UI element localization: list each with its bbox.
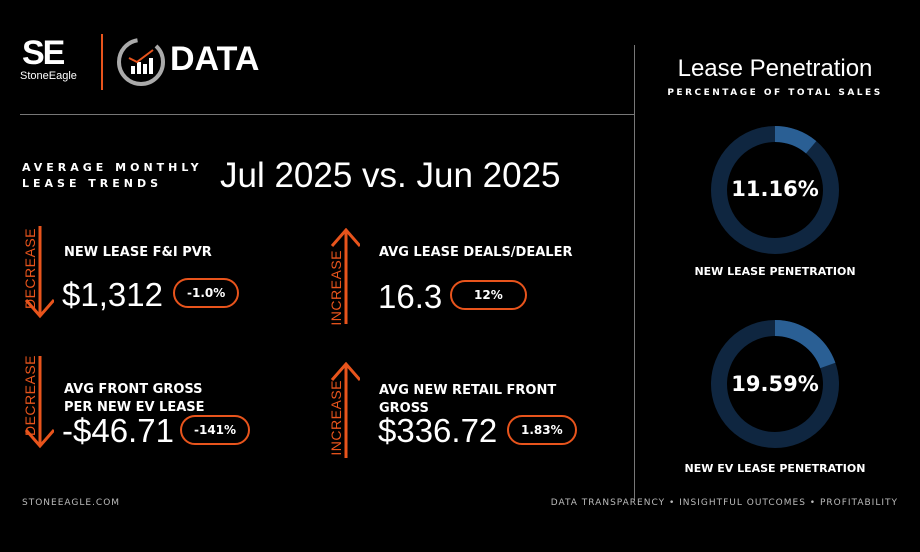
arrow-up-icon [330, 228, 360, 324]
metric-label: AVG FRONT GROSS PER NEW EV LEASE [64, 382, 205, 415]
penetration-title: Lease Penetration [677, 55, 873, 82]
change-badge: 12% [450, 280, 527, 310]
metric-value: 16.3 [378, 278, 443, 315]
stoneeagle-logo-mark: SE [22, 34, 65, 72]
metric-label: NEW LEASE F&I PVR [64, 245, 212, 260]
page-subtitle: AVERAGE MONTHLY LEASE TRENDS [22, 160, 203, 192]
change-badge: 1.83% [507, 415, 577, 445]
metric-value: $336.72 [378, 412, 498, 449]
donut-chart [711, 126, 839, 254]
divider [20, 114, 634, 115]
logo-divider [101, 34, 103, 90]
period-title: Jul 2025 vs. Jun 2025 [220, 156, 561, 195]
donut-chart [711, 320, 839, 448]
metric-value: $1,312 [62, 276, 163, 313]
tagline: DATA TRANSPARENCY • INSIGHTFUL OUTCOMES … [550, 498, 898, 508]
donut-value: 19.59% [731, 372, 819, 396]
stoneeagle-logo-name: StoneEagle [20, 70, 77, 82]
subtitle-line: LEASE TRENDS [22, 177, 163, 190]
metric-value: -$46.71 [62, 412, 174, 449]
data-chart-icon [117, 38, 165, 86]
arrow-down-icon [24, 226, 54, 319]
donut-fill [711, 320, 839, 448]
penetration-subtitle: PERCENTAGE OF TOTAL SALES [667, 88, 883, 98]
arrow-down-icon [24, 356, 54, 449]
donut-value: 11.16% [731, 177, 819, 201]
change-badge: -141% [180, 415, 251, 445]
change-badge: -1.0% [173, 278, 240, 308]
metric-label: AVG NEW RETAIL FRONT GROSS [379, 383, 557, 416]
product-name: DATA [170, 40, 260, 78]
arrow-up-icon [330, 362, 360, 458]
donut-label: NEW EV LEASE PENETRATION [684, 462, 866, 475]
donut-label: NEW LEASE PENETRATION [694, 265, 856, 278]
donut-fill [711, 126, 839, 254]
metric-label: AVG LEASE DEALS/DEALER [379, 245, 573, 260]
website-link[interactable]: STONEEAGLE.COM [22, 498, 121, 508]
divider [634, 45, 635, 500]
subtitle-line: AVERAGE MONTHLY [22, 161, 203, 174]
